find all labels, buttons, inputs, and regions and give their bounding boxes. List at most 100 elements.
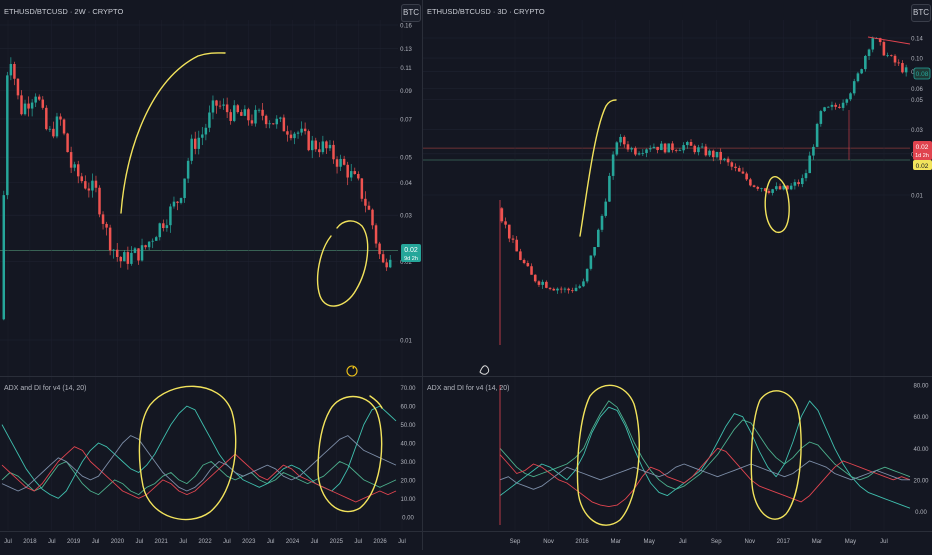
- left-candle-body: [318, 149, 321, 153]
- left-indicator-title[interactable]: ADX and DI for v4 (14, 20): [4, 385, 86, 392]
- right-candle-body: [867, 49, 871, 56]
- left-candle-body: [232, 105, 236, 121]
- left-countdown-badge: 9d 2h: [404, 256, 418, 262]
- left-price-tick-label: 0.05: [400, 156, 412, 162]
- right-candle-body: [671, 143, 674, 151]
- left-candle-body: [240, 112, 243, 116]
- left-candle-body: [247, 109, 250, 121]
- right-candle-body: [622, 136, 626, 145]
- left-candle-body: [9, 64, 13, 76]
- right-price-tick-label: 0.03: [911, 128, 923, 134]
- left-candle-body: [349, 171, 353, 178]
- right-candle-body: [886, 55, 889, 57]
- right-candle-body: [541, 281, 544, 285]
- left-candle-body: [357, 174, 360, 179]
- left-candle-body: [186, 160, 190, 179]
- left-time-tick-label: 2024: [286, 539, 300, 545]
- right-candle-body: [775, 186, 778, 190]
- left-candle-body: [296, 132, 300, 134]
- refresh-icon[interactable]: [346, 365, 358, 377]
- right-candle-body: [663, 143, 667, 153]
- right-candle-body: [604, 201, 608, 216]
- right-candle-body: [826, 106, 830, 108]
- left-candle-body: [23, 103, 27, 115]
- left-candle-body: [264, 115, 268, 125]
- right-candle-body: [626, 144, 630, 150]
- right-candle-body: [830, 104, 834, 107]
- right-candle-body: [730, 162, 734, 167]
- right-candle-body: [808, 155, 812, 174]
- right-candle-body: [519, 251, 522, 260]
- left-candle-body: [59, 116, 62, 120]
- left-currency-badge[interactable]: BTC: [401, 4, 421, 22]
- right-candle-body: [667, 143, 671, 153]
- right-candle-body: [823, 107, 826, 112]
- left-candle-body: [371, 209, 374, 226]
- right-candle-body: [634, 148, 637, 155]
- left-candle-body: [112, 249, 115, 251]
- right-candle-body: [611, 154, 615, 176]
- left-candle-body: [144, 245, 147, 248]
- left-candle-body: [133, 248, 137, 253]
- right-adx-tick-label: 60.00: [913, 415, 929, 421]
- left-candle-body: [73, 164, 76, 168]
- right-candle-body: [723, 158, 726, 160]
- right-candle-body: [578, 286, 582, 288]
- left-adx-series-line: [1, 435, 397, 492]
- right-candle-body: [511, 238, 515, 240]
- left-time-tick-label: Jul: [354, 539, 362, 545]
- right-adx-tick-label: 20.00: [913, 478, 929, 484]
- left-time-tick-label: Jul: [48, 539, 56, 545]
- left-candle-body: [388, 259, 392, 268]
- left-candle-body: [94, 180, 98, 188]
- left-symbol-title[interactable]: ETHUSD/BTCUSD · 2W · CRYPTO: [4, 7, 123, 16]
- left-candle-body: [339, 158, 342, 167]
- right-candle-body: [652, 146, 656, 149]
- left-candle-body: [137, 248, 140, 261]
- right-candle-body: [530, 266, 533, 275]
- left-time-tick-label: Jul: [92, 539, 100, 545]
- left-time-tick-label: 2026: [373, 539, 387, 545]
- right-candle-body: [697, 147, 700, 153]
- right-candle-body: [860, 69, 863, 74]
- right-symbol-title[interactable]: ETHUSD/BTCUSD · 3D · CRYPTO: [427, 7, 545, 16]
- right-candle-body: [793, 182, 797, 186]
- right-candle-body: [741, 171, 745, 174]
- right-candle-body: [548, 287, 552, 289]
- right-candle-body: [904, 67, 908, 73]
- left-candle-body: [193, 138, 197, 149]
- right-time-tick-label: 2017: [777, 539, 791, 545]
- right-candle-body: [715, 151, 719, 158]
- left-candle-body: [342, 158, 346, 165]
- right-red-badge-countdown: 1d 2h: [915, 153, 929, 159]
- right-candle-body: [608, 175, 611, 202]
- pen-tool-icon[interactable]: [479, 365, 490, 375]
- left-candle-body: [101, 214, 105, 224]
- left-candle-body: [385, 262, 388, 268]
- right-indicator-title[interactable]: ADX and DI for v4 (14, 20): [427, 385, 509, 392]
- left-candle-body: [218, 105, 222, 107]
- left-candle-body: [204, 127, 208, 135]
- right-candle-body: [596, 229, 600, 248]
- left-candle-body: [335, 159, 339, 167]
- left-candle-body: [381, 254, 385, 263]
- right-candle-body: [890, 55, 893, 57]
- right-candle-body: [552, 288, 556, 291]
- right-price-tick-label: 0.05: [911, 98, 923, 104]
- right-candle-body: [648, 148, 652, 150]
- left-candle-body: [250, 120, 254, 124]
- left-time-tick-label: 2018: [23, 539, 37, 545]
- left-candle-body: [34, 96, 37, 103]
- right-candle-body: [726, 158, 730, 163]
- left-candle-body: [20, 95, 23, 115]
- left-adx-tick-label: 70.00: [400, 386, 416, 392]
- left-candle-body: [378, 243, 381, 255]
- left-candle-body: [346, 164, 349, 178]
- right-candle-body: [767, 190, 771, 193]
- left-candle-body: [115, 249, 119, 257]
- right-candle-body: [630, 148, 633, 150]
- right-currency-badge[interactable]: BTC: [911, 4, 931, 22]
- left-price-badge-bg: [401, 244, 421, 262]
- right-candle-body: [804, 173, 808, 179]
